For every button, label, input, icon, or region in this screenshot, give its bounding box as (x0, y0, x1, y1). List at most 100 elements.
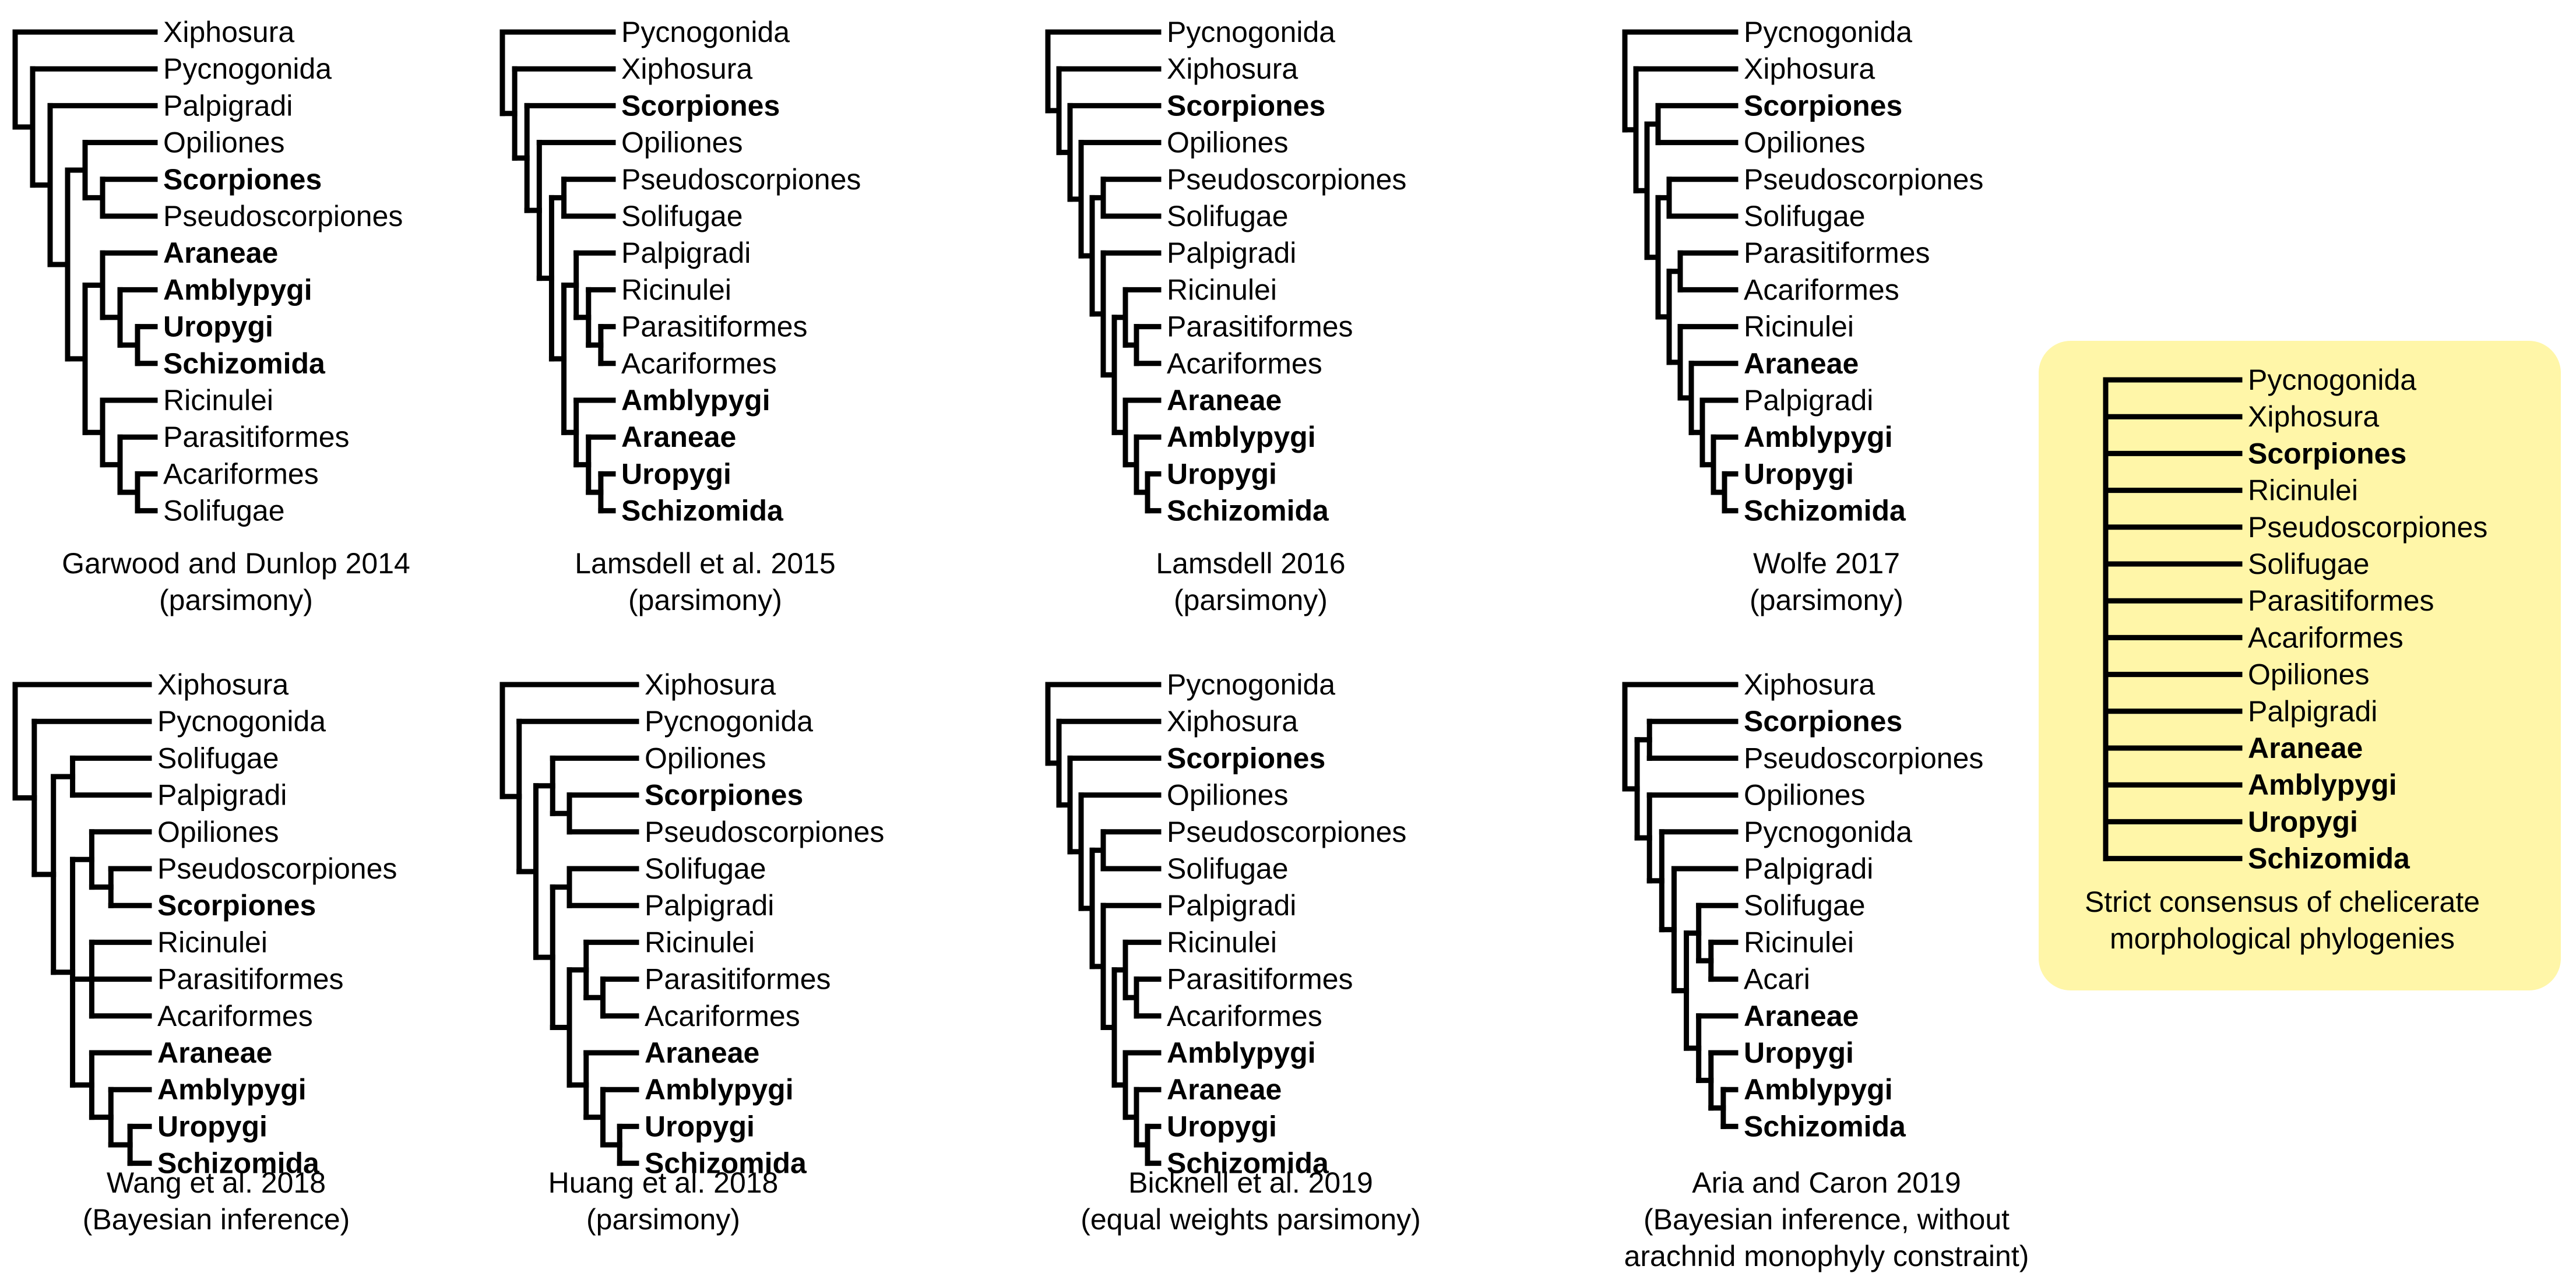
tree-caption-title: Lamsdell et al. 2015 (575, 547, 836, 580)
tree-caption-title: Strict consensus of chelicerate (2085, 886, 2480, 918)
taxon-label: Solifugae (645, 852, 766, 885)
taxon-label: Acariformes (157, 1000, 313, 1032)
taxon-label: Opiliones (645, 742, 766, 774)
taxon-label: Acariformes (1167, 1000, 1322, 1032)
taxon-label: Uropygi (163, 311, 273, 343)
taxon-label: Pseudoscorpiones (1167, 163, 1406, 196)
taxon-label: Xiphosura (1744, 668, 1875, 701)
taxon-label: Schizomida (1167, 495, 1329, 527)
taxon-label: Ricinulei (1167, 926, 1277, 958)
taxon-label: Araneae (645, 1036, 759, 1069)
taxon-label: Pycnogonida (1744, 16, 1912, 48)
tree-caption-method: (Bayesian inference) (83, 1203, 350, 1236)
taxon-label: Scorpiones (163, 163, 322, 196)
taxon-label: Scorpiones (1167, 89, 1325, 122)
taxon-label: Schizomida (1744, 1110, 1906, 1143)
taxon-label: Pseudoscorpiones (163, 200, 403, 232)
taxon-label: Xiphosura (1167, 52, 1298, 85)
taxon-label: Palpigradi (163, 89, 293, 122)
taxon-label: Parasitiformes (2248, 584, 2434, 617)
taxon-label: Parasitiformes (163, 421, 350, 453)
tree-caption-method: (parsimony) (586, 1203, 740, 1236)
taxon-label: Pycnogonida (157, 705, 326, 738)
taxon-label: Scorpiones (1744, 89, 1902, 122)
taxon-label: Xiphosura (2248, 400, 2379, 433)
taxon-label: Araneae (621, 421, 736, 453)
taxon-label: Amblypygi (157, 1073, 307, 1106)
taxon-label: Xiphosura (163, 16, 294, 48)
taxon-label: Ricinulei (157, 926, 268, 958)
taxon-label: Palpigradi (2248, 695, 2377, 728)
taxon-label: Pycnogonida (2248, 364, 2416, 396)
taxon-label: Schizomida (1744, 495, 1906, 527)
taxon-label: Scorpiones (621, 89, 780, 122)
taxon-label: Solifugae (157, 742, 279, 774)
taxon-label: Ricinulei (1744, 311, 1854, 343)
tree-caption-method: (parsimony) (1750, 584, 1903, 616)
taxon-label: Xiphosura (621, 52, 752, 85)
taxon-label: Xiphosura (157, 668, 288, 701)
taxon-label: Acari (1744, 963, 1810, 996)
tree-6: Xiphosura Pycnogonida Opiliones Scorpiones P… (499, 668, 884, 1236)
taxon-label: Araneae (157, 1036, 272, 1069)
taxon-label: Acariformes (1167, 347, 1322, 380)
taxon-label: Ricinulei (1744, 926, 1854, 958)
tree-caption-method: (Bayesian inference, without (1644, 1203, 2010, 1236)
taxon-label: Solifugae (163, 495, 285, 527)
tree-7: Pycnogonida Xiphosura Scorpiones Opiliones P… (1045, 668, 1421, 1236)
taxon-label: Opiliones (1744, 779, 1865, 812)
taxon-label: Solifugae (621, 200, 743, 232)
tree-caption-method: (parsimony) (159, 584, 313, 616)
taxon-label: Pycnogonida (621, 16, 790, 48)
tree-caption-title: Wang et al. 2018 (107, 1166, 326, 1199)
taxon-label: Uropygi (1744, 1036, 1854, 1069)
tree-4: Pycnogonida Xiphosura Scorpiones Opiliones P… (1622, 16, 1983, 616)
taxon-label: Araneae (1167, 384, 1282, 417)
taxon-label: Solifugae (1167, 200, 1289, 232)
tree-caption-title: Wolfe 2017 (1753, 547, 1900, 580)
tree-caption-title: Garwood and Dunlop 2014 (62, 547, 410, 580)
taxon-label: Palpigradi (1167, 237, 1296, 269)
taxon-label: Acariformes (621, 347, 777, 380)
tree-9: Pycnogonida Xiphosura Scorpiones Ricinulei P… (2085, 364, 2487, 955)
tree-8: Xiphosura Scorpiones Pseudoscorpiones Opili… (1622, 668, 2029, 1272)
taxon-label: Amblypygi (163, 273, 312, 306)
taxon-label: Parasitiformes (157, 963, 344, 996)
taxon-label: Pseudoscorpiones (2248, 511, 2487, 544)
taxon-label: Acariformes (163, 457, 319, 490)
taxon-label: Parasitiformes (1167, 311, 1353, 343)
tree-caption-title: Lamsdell 2016 (1156, 547, 1345, 580)
taxon-label: Solifugae (1744, 200, 1866, 232)
taxon-label: Pseudoscorpiones (1744, 163, 1983, 196)
taxon-label: Opiliones (2248, 658, 2369, 691)
taxon-label: Pycnogonida (163, 52, 332, 85)
taxon-label: Parasitiformes (1744, 237, 1930, 269)
taxon-label: Uropygi (1167, 1110, 1277, 1143)
tree-caption-method: (parsimony) (1174, 584, 1328, 616)
taxon-label: Pycnogonida (1744, 816, 1912, 848)
taxon-label: Parasitiformes (1167, 963, 1353, 996)
tree-caption-method: (parsimony) (628, 584, 782, 616)
consensus-panel-background (2039, 341, 2561, 990)
taxon-label: Palpigradi (1744, 852, 1873, 885)
taxon-label: Amblypygi (2248, 768, 2397, 801)
tree-5: Xiphosura Pycnogonida Solifugae Palpigradi O… (12, 668, 397, 1236)
taxon-label: Araneae (1744, 347, 1859, 380)
tree-1: Xiphosura Pycnogonida Palpigradi Opiliones S… (12, 16, 410, 616)
taxon-label: Pseudoscorpiones (157, 852, 397, 885)
taxon-label: Schizomida (621, 495, 784, 527)
taxon-label: Uropygi (1744, 457, 1854, 490)
taxon-label: Solifugae (2248, 548, 2370, 580)
taxon-label: Palpigradi (1744, 384, 1873, 417)
taxon-label: Schizomida (645, 1147, 807, 1180)
tree-caption-method: morphological phylogenies (2110, 922, 2455, 955)
taxon-label: Araneae (1744, 1000, 1859, 1032)
taxon-label: Scorpiones (1167, 742, 1325, 774)
taxon-label: Palpigradi (621, 237, 751, 269)
taxon-label: Parasitiformes (645, 963, 831, 996)
taxon-label: Uropygi (2248, 805, 2358, 838)
taxon-label: Pseudoscorpiones (1167, 816, 1406, 848)
taxon-label: Xiphosura (645, 668, 776, 701)
tree-caption-note: arachnid monophyly constraint) (1624, 1240, 2029, 1272)
taxon-label: Scorpiones (645, 779, 803, 812)
